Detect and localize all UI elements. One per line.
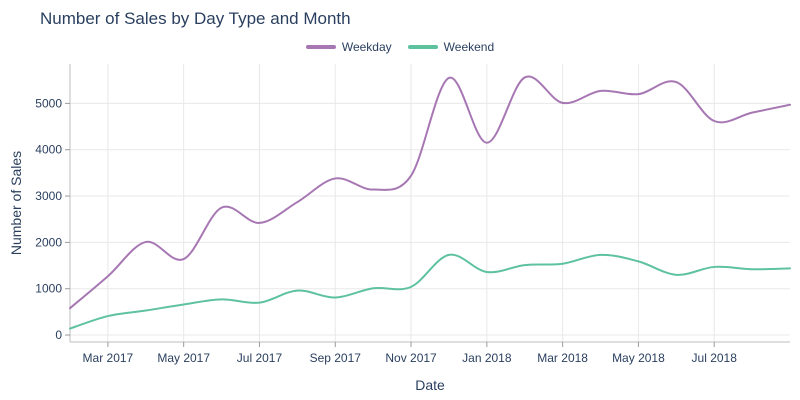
y-tick-label: 3000 [35,189,62,203]
y-tick-label: 5000 [35,96,62,110]
y-tick-label: 1000 [35,282,62,296]
y-tick: 0 [55,328,70,342]
x-tick: Jan 2018 [462,342,512,365]
legend-label-weekday: Weekday [341,40,392,54]
legend-label-weekend: Weekend [443,40,495,54]
x-tick: Nov 2017 [385,342,437,365]
series-lines [69,75,791,330]
x-tick: Jul 2017 [237,342,283,365]
y-tick: 3000 [35,189,70,203]
x-tick-label: Jul 2017 [237,351,283,365]
legend-item-weekday[interactable]: Weekday [305,40,392,54]
x-tick-label: Jul 2018 [692,351,738,365]
series-line-weekday[interactable] [69,75,791,310]
x-gridlines [107,64,715,342]
x-tick: May 2018 [612,342,665,365]
x-tick: May 2017 [157,342,210,365]
x-tick-label: Nov 2017 [385,351,437,365]
x-tick-label: Mar 2018 [537,351,588,365]
x-tick-label: May 2017 [157,351,210,365]
x-tick: Mar 2017 [83,342,134,365]
x-tick: Mar 2018 [537,342,588,365]
chart-title: Number of Sales by Day Type and Month [40,9,351,28]
y-tick-label: 2000 [35,235,62,249]
legend-swatch-weekend [407,45,438,49]
series-line-weekend[interactable] [69,253,791,330]
x-tick-label: Sep 2017 [310,351,362,365]
y-tick: 1000 [35,282,70,296]
legend: Weekday Weekend [0,40,800,54]
y-tick: 2000 [35,235,70,249]
x-tick-label: Mar 2017 [83,351,134,365]
x-tick: Jul 2018 [692,342,738,365]
x-tick: Sep 2017 [310,342,362,365]
y-tick-label: 0 [55,328,62,342]
y-tick: 4000 [35,143,70,157]
y-gridlines [70,102,790,336]
y-tick-label: 4000 [35,143,62,157]
x-axis-ticks: Mar 2017 May 2017 Jul 2017 Sep 2017 Nov 2017… [83,342,738,365]
x-axis-label: Date [415,377,445,393]
y-axis-ticks: 0 1000 2000 3000 4000 5000 [35,96,70,342]
y-axis-label: Number of Sales [8,151,24,255]
y-tick: 5000 [35,96,70,110]
legend-swatch-weekday [305,45,336,49]
legend-item-weekend[interactable]: Weekend [407,40,495,54]
x-tick-label: Jan 2018 [462,351,512,365]
x-tick-label: May 2018 [612,351,665,365]
